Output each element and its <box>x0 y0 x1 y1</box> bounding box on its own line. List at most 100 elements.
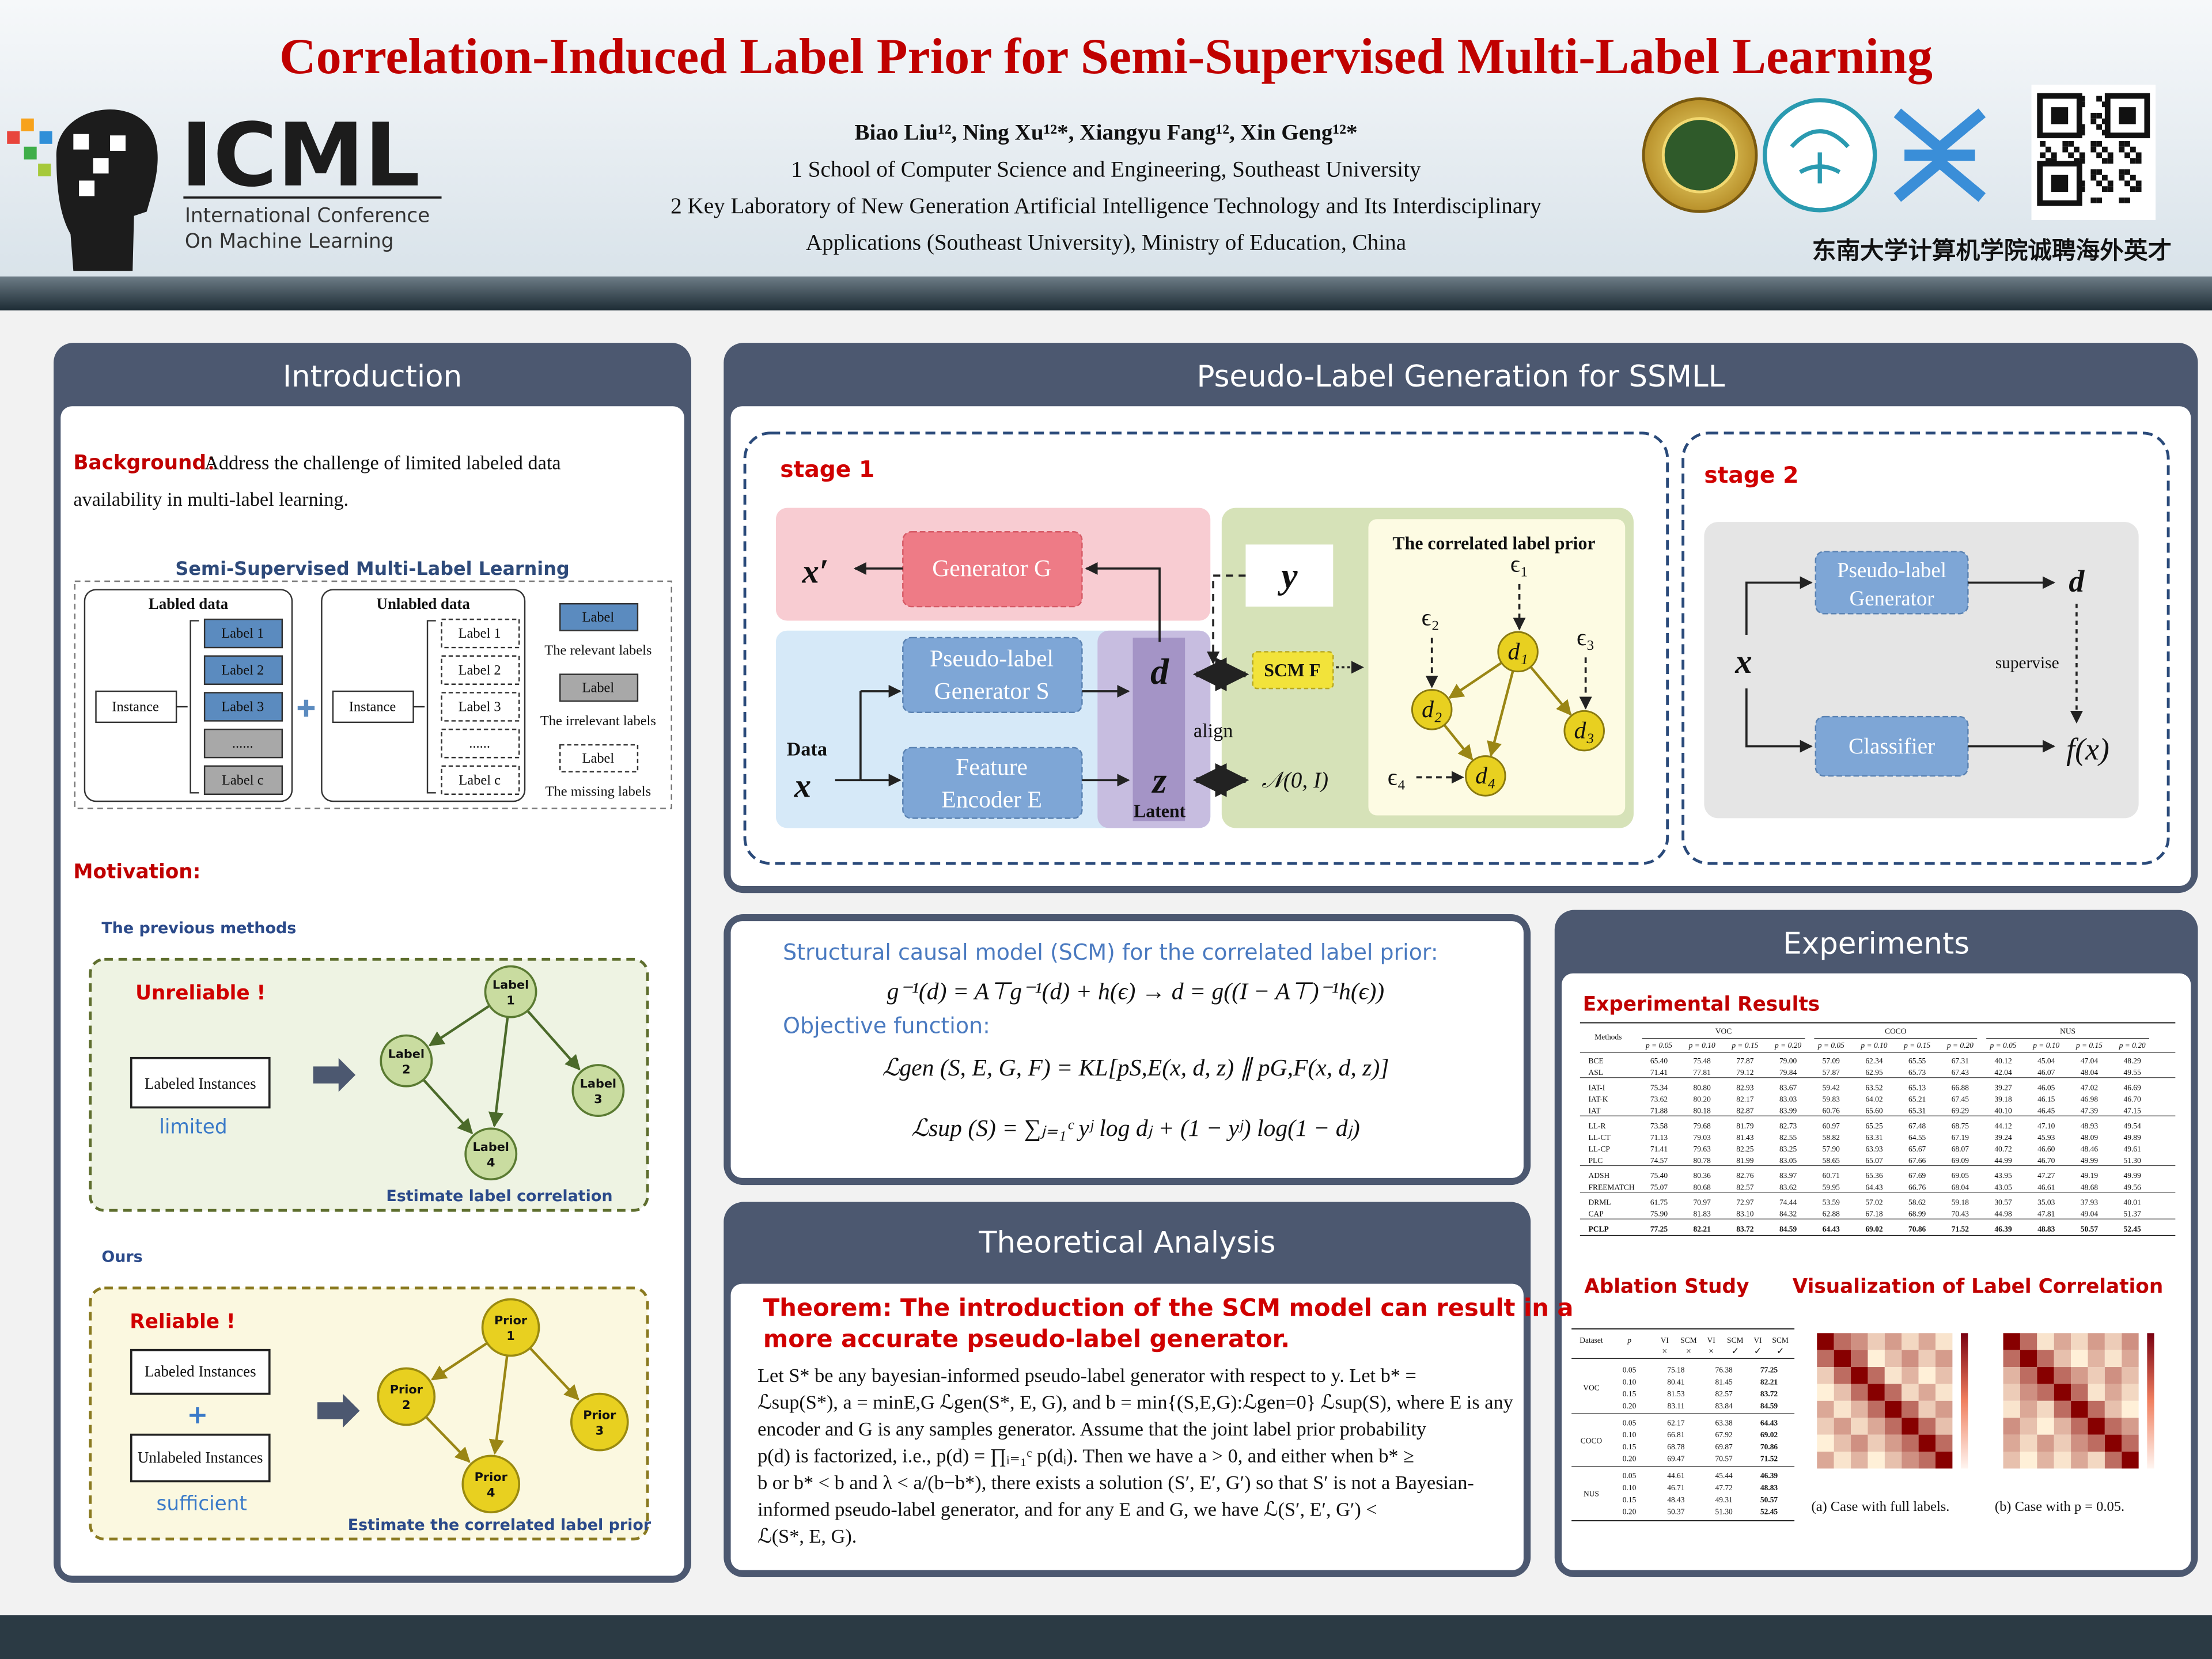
qr-cell <box>2107 158 2113 164</box>
qr-cell <box>2119 197 2125 203</box>
table-cell: FREEMATCH <box>1589 1183 1635 1191</box>
figure-title: Semi-Supervised Multi-Label Learning <box>175 558 569 579</box>
table-cell: 44.99 <box>1994 1156 2012 1165</box>
node-text: d₁ <box>1508 638 1528 665</box>
table-cell: 40.10 <box>1994 1107 2012 1115</box>
table-cell: 68.04 <box>1952 1183 1969 1191</box>
edge <box>488 1355 509 1455</box>
node <box>464 1127 518 1181</box>
stage-title: stage 1 <box>780 457 874 483</box>
qr-cell <box>2135 186 2142 192</box>
caption: Estimate the correlated label prior <box>348 1516 652 1534</box>
module-text: Classifier <box>1849 734 1935 759</box>
table-cell: 57.90 <box>1823 1145 1840 1153</box>
panel-body <box>730 921 1524 1178</box>
math-symbol: z <box>1152 760 1167 801</box>
qr-cell <box>2135 158 2142 164</box>
table-cell: 75.90 <box>1650 1210 1668 1218</box>
table-header: p = 0.10 <box>2032 1041 2059 1050</box>
qr-cell <box>2101 146 2108 153</box>
table-header: ✓ <box>1732 1347 1739 1357</box>
heatmap-cell <box>2054 1434 2071 1452</box>
heatmap-cell <box>2071 1350 2088 1368</box>
node <box>481 1298 540 1357</box>
table-header: SCM <box>1680 1336 1696 1344</box>
table-cell: 80.18 <box>1694 1107 1711 1115</box>
table-cell: 48.09 <box>2081 1133 2099 1142</box>
scm-heading: Structural causal model (SCM) for the co… <box>783 940 1438 965</box>
table-cell: 49.31 <box>1715 1495 1733 1504</box>
qr-cell <box>2090 197 2097 203</box>
node-text: Prior <box>475 1470 508 1484</box>
heatmap-cell <box>2037 1333 2054 1350</box>
label-box <box>203 765 283 795</box>
heatmap-cell <box>1817 1418 1834 1435</box>
heatmap-cell <box>2054 1418 2071 1435</box>
node-text: Prior <box>390 1382 423 1396</box>
table-cell: 35.03 <box>2037 1198 2055 1207</box>
qr-cell <box>2096 112 2102 119</box>
label-text: Label 1 <box>221 626 264 641</box>
qr-cell <box>2096 141 2102 147</box>
math-symbol: y <box>1277 555 1298 596</box>
data-label: Data <box>787 738 827 760</box>
affiliation: Applications (Southeast University), Min… <box>806 230 1406 255</box>
table-cell: 80.41 <box>1667 1377 1684 1386</box>
legend-text: The relevant labels <box>544 642 652 658</box>
panel-title: Introduction <box>283 359 462 394</box>
prior-title: The correlated label prior <box>1392 533 1595 553</box>
qr-finder <box>2051 107 2069 124</box>
table-cell: 52.45 <box>2123 1225 2141 1233</box>
table-cell: 46.05 <box>2037 1083 2055 1092</box>
connector <box>1207 574 1246 665</box>
heatmap-cell <box>1817 1350 1834 1368</box>
scm-heading: Objective function: <box>783 1013 990 1038</box>
table-cell: VOC <box>1583 1384 1599 1392</box>
table-cell: 46.69 <box>2123 1083 2141 1092</box>
table-header: p <box>1627 1336 1631 1344</box>
heatmap-cell <box>1884 1367 1902 1384</box>
latent-bar <box>1132 637 1185 821</box>
palm-tree <box>1790 129 1850 184</box>
heatmap-cell <box>1902 1333 1919 1350</box>
qr-cell <box>2079 158 2085 164</box>
table-cell: 63.52 <box>1865 1083 1883 1092</box>
panel-title: Experiments <box>1783 926 1969 961</box>
affiliation: 2 Key Laboratory of New Generation Artif… <box>671 194 1541 218</box>
heatmap-cell <box>2003 1350 2020 1368</box>
table-cell: LL-CP <box>1589 1145 1610 1153</box>
edge <box>529 1347 579 1401</box>
heatmap-cell <box>1868 1400 1885 1418</box>
heatmap-cell <box>1936 1452 1953 1469</box>
label-text: Label 3 <box>459 699 501 714</box>
heatmap-cell <box>1936 1418 1953 1435</box>
heatmap-cell <box>1936 1333 1953 1350</box>
heatmap-cell <box>2037 1384 2054 1401</box>
heatmap-cell <box>2071 1333 2088 1350</box>
table-cell: 60.76 <box>1823 1107 1840 1115</box>
table-cell: 77.81 <box>1694 1068 1711 1077</box>
instances-box <box>130 1433 271 1483</box>
instances-text: Labeled Instances <box>145 1362 256 1380</box>
qr-cell <box>2062 141 2069 147</box>
heatmap-cell <box>2122 1384 2139 1401</box>
table-cell: 83.84 <box>1715 1402 1733 1410</box>
table-cell: 51.30 <box>1715 1508 1733 1516</box>
section-label: Motivation: <box>73 860 200 883</box>
heatmap-cell <box>1851 1384 1868 1401</box>
logo-square <box>110 135 126 151</box>
table-cell: 37.93 <box>2081 1198 2099 1207</box>
qr-cell <box>2040 152 2046 158</box>
table-cell: 49.56 <box>2123 1183 2141 1191</box>
table-cell: 68.75 <box>1952 1122 1969 1130</box>
sub-heading: Experimental Results <box>1583 993 1820 1016</box>
supervise-label: supervise <box>1995 654 2059 672</box>
qr-cell <box>2124 152 2130 158</box>
table-cell: 70.43 <box>1952 1210 1969 1218</box>
label-text: Label 1 <box>459 626 501 641</box>
heatmap-cell <box>1817 1452 1834 1469</box>
label-text: Label 2 <box>221 662 264 678</box>
box-title: Unlabled data <box>377 595 471 612</box>
heatmap-cell <box>2088 1333 2105 1350</box>
heatmap-cell <box>2003 1333 2020 1350</box>
